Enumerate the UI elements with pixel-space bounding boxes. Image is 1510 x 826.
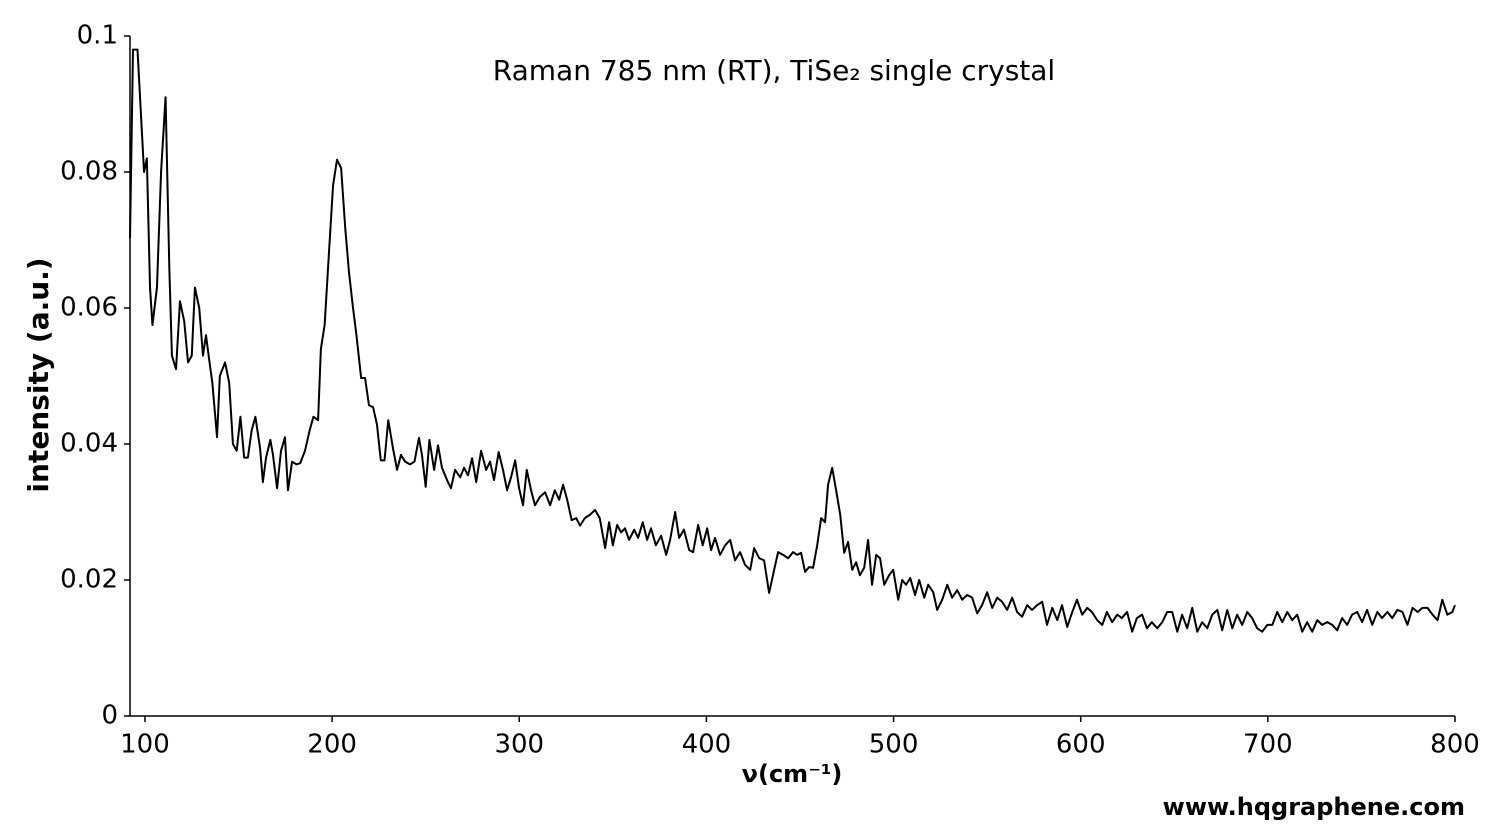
x-tick-label: 600 [1056,730,1106,760]
watermark: www.hqgraphene.com [1163,793,1465,821]
y-tick-label: 0.02 [60,565,118,595]
spectrum-line [129,48,1456,633]
x-tick-label: 400 [682,730,732,760]
x-tick-label: 800 [1430,730,1480,760]
x-tick-label: 300 [494,730,544,760]
x-tick-label: 100 [120,730,170,760]
x-tick-label: 200 [307,730,357,760]
y-tick-label: 0.06 [60,293,118,323]
x-tick-label: 700 [1243,730,1293,760]
y-tick-label: 0.1 [77,21,118,51]
y-tick-label: 0.04 [60,429,118,459]
x-axis-label: ν(cm⁻¹) [742,760,843,788]
chart-title: Raman 785 nm (RT), TiSe₂ single crystal [493,54,1055,87]
x-tick-label: 500 [869,730,919,760]
y-axis-label: intensity (a.u.) [22,257,55,492]
y-tick-label: 0 [101,701,118,731]
y-tick-label: 0.08 [60,157,118,187]
